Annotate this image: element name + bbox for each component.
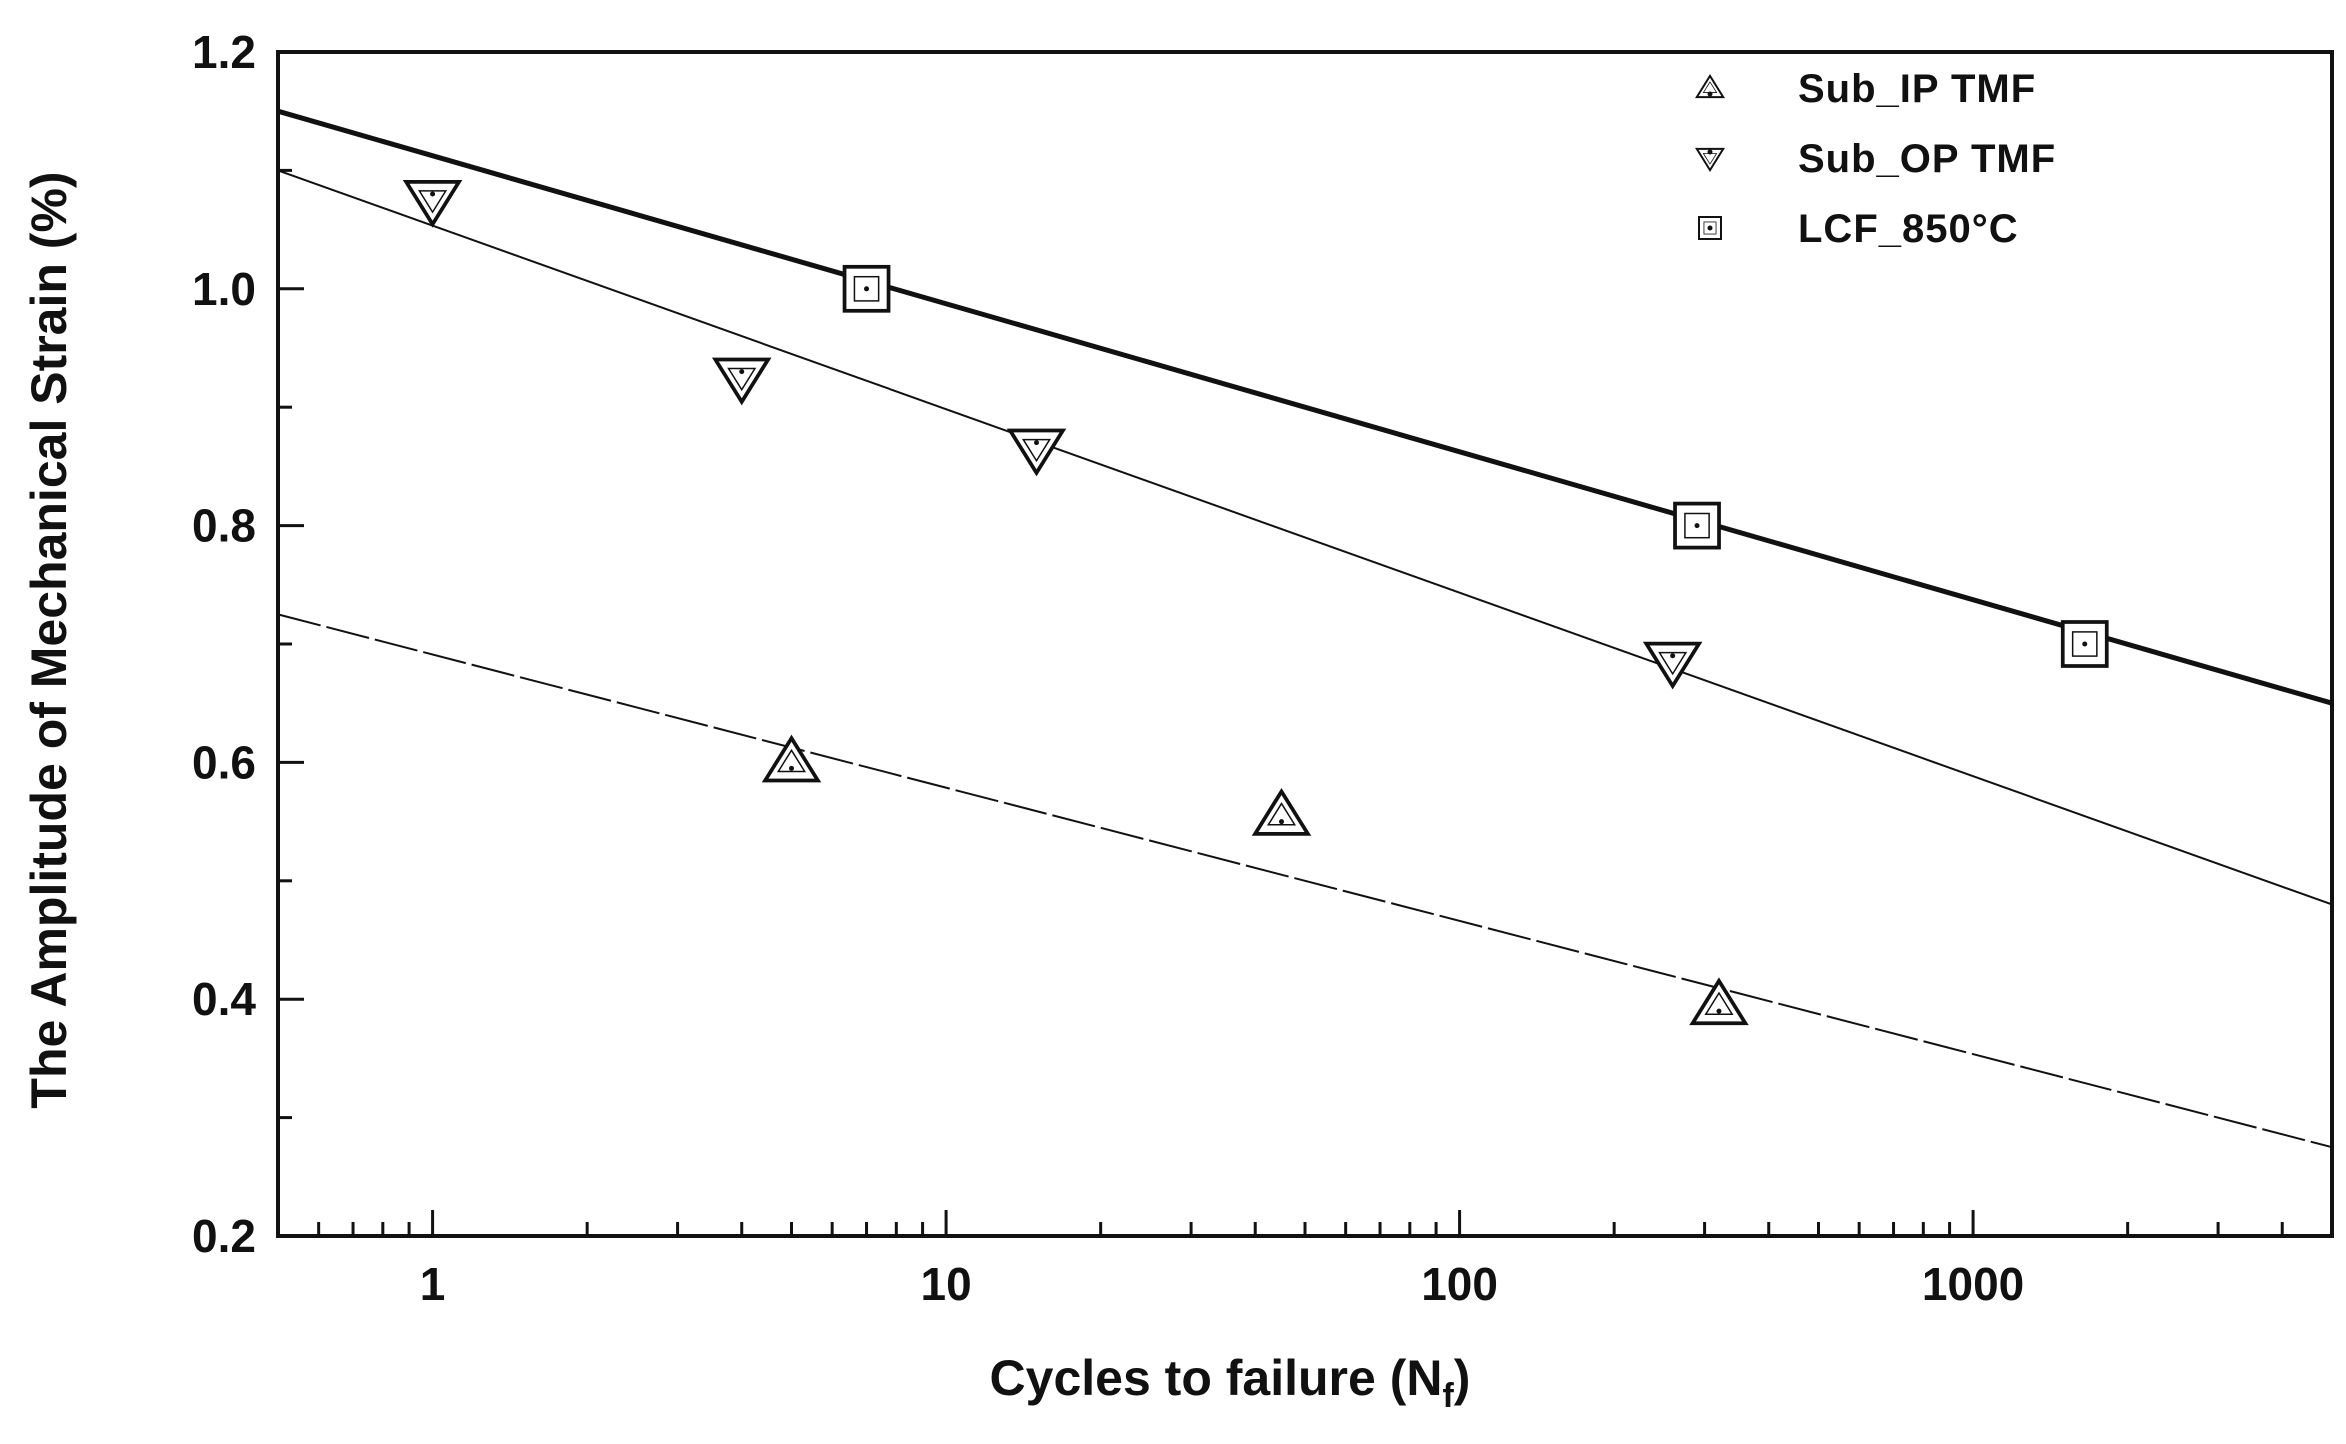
y-tick-label: 0.8: [192, 500, 256, 552]
data-markers: [402, 179, 2109, 1026]
x-tick-label: 10: [920, 1258, 971, 1310]
fit-line: [277, 108, 2333, 706]
fit-line: [277, 613, 2333, 1149]
x-axis-title: Cycles to failure (Nf): [990, 1350, 1471, 1415]
legend-square-icon: [1698, 216, 1722, 240]
legend-label: LCF_850°C: [1798, 207, 2019, 251]
legend-label: Sub_IP TMF: [1798, 67, 2036, 111]
axis-ticks: 0.2 0.4 0.6 0.8 1.0 1.2 1 10 100 1000: [192, 26, 2334, 1310]
legend: Sub_IP TMF Sub_OP TMF LCF_850°C: [1694, 67, 2056, 251]
x-tick-label: 100: [1421, 1258, 1498, 1310]
fit-lines: [277, 108, 2333, 1149]
plot-area-border: [276, 50, 2334, 1238]
triangle-down-marker: [1642, 641, 1703, 690]
triangle-down-marker: [711, 357, 772, 406]
square-marker: [2060, 620, 2109, 668]
legend-triangle-up-icon: [1694, 74, 1726, 99]
legend-label: Sub_OP TMF: [1798, 137, 2056, 181]
triangle-up-marker: [1689, 977, 1749, 1026]
legend-triangle-down-icon: [1694, 147, 1726, 172]
square-marker: [1673, 501, 1721, 550]
y-tick-label: 0.4: [192, 973, 256, 1025]
y-axis-title: The Amplitude of Mechanical Strain (%): [21, 171, 77, 1108]
fit-line: [277, 169, 2333, 906]
x-tick-label: 1000: [1922, 1258, 2024, 1310]
x-tick-label: 1: [420, 1258, 446, 1310]
square-marker: [842, 264, 891, 313]
plot-frame: [276, 50, 2334, 1238]
y-tick-label: 0.6: [192, 736, 256, 788]
triangle-down-marker: [1006, 428, 1067, 477]
triangle-up-marker: [761, 734, 822, 783]
triangle-down-marker: [402, 179, 463, 228]
y-tick-label: 0.2: [192, 1210, 256, 1262]
triangle-up-marker: [1251, 787, 1312, 836]
y-tick-label: 1.2: [192, 26, 256, 78]
y-tick-label: 1.0: [192, 263, 256, 315]
